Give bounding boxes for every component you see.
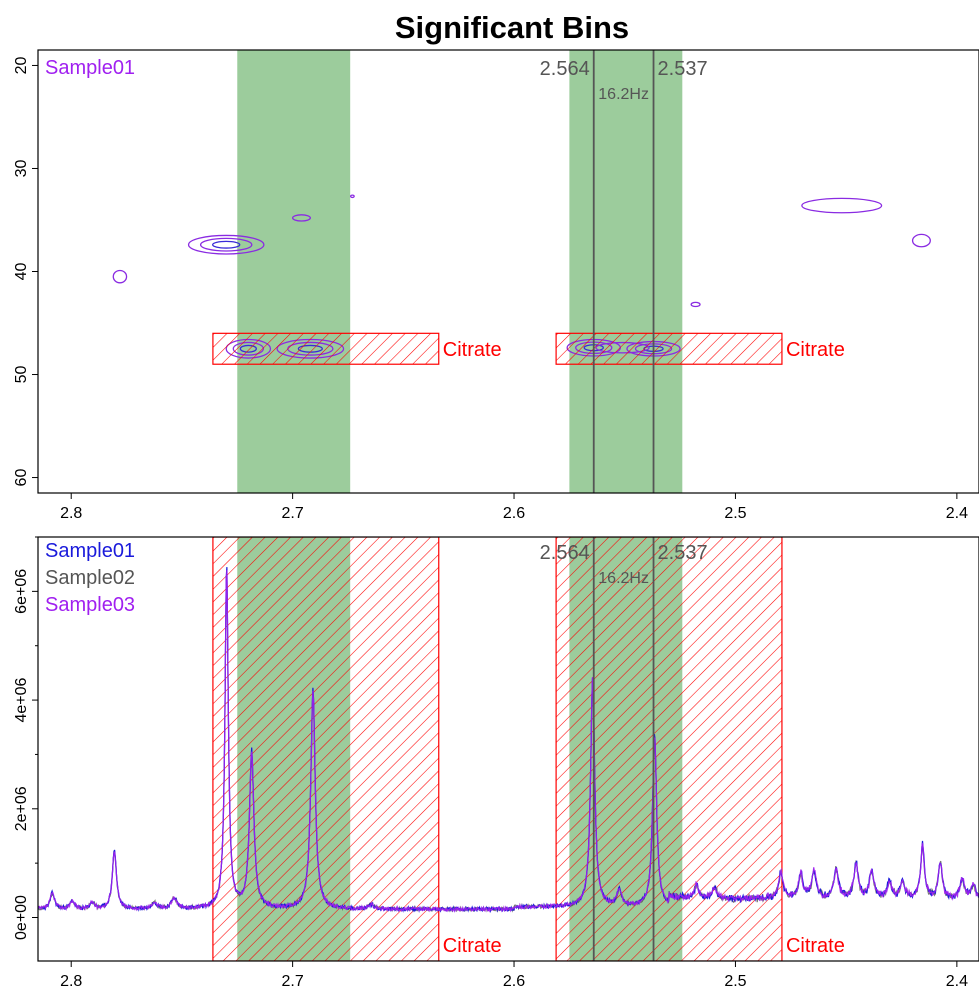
coupling-label: 16.2Hz [598, 570, 649, 587]
significant-bin [569, 50, 683, 493]
top-x-tick-label: 2.7 [281, 505, 303, 522]
series-line-sample02 [38, 578, 979, 913]
top-y-tick-label: 50 [13, 366, 30, 384]
spectrum-plot-area: 2.564 2.537 16.2Hz [38, 537, 979, 961]
peak-marker-label: 2.537 [658, 542, 708, 564]
bot-y-tick-label: 0e+00 [13, 895, 30, 940]
top-x-tick-label: 2.4 [946, 505, 968, 522]
legend-entry: Sample01 [45, 540, 135, 562]
top-y-tick-label: 30 [13, 159, 30, 177]
peak-marker-label: 2.537 [658, 58, 708, 80]
contour-peak [187, 234, 265, 255]
top-y-tick-label: 40 [13, 263, 30, 281]
bot-x-tick-label: 2.7 [281, 973, 303, 990]
peak-marker-label: 2.564 [540, 58, 590, 80]
citrate-label: Citrate [443, 339, 502, 361]
contour-peak [199, 237, 253, 252]
contour-peak [911, 233, 931, 248]
legend-entry: Sample02 [45, 567, 135, 589]
contour-peak [291, 214, 311, 222]
spectrum-panel: 2.564 2.537 16.2Hz Citrate Citrate Sample01 Sa… [13, 536, 979, 990]
bot-x-tick-label: 2.4 [946, 973, 968, 990]
legend-entry: Sample03 [45, 594, 135, 616]
contour-plot-area: 2.564 2.537 16.2Hz [112, 50, 931, 493]
contour-peak [690, 301, 701, 308]
bot-y-tick-label: 6e+06 [13, 569, 30, 614]
chart-title: Significant Bins [395, 10, 629, 45]
bot-y-tick-label: 4e+06 [13, 678, 30, 723]
significant-bin [237, 50, 351, 493]
top-x-tick-label: 2.8 [60, 505, 82, 522]
bot-x-tick-label: 2.6 [503, 973, 525, 990]
panel-frame [37, 49, 979, 494]
contour-peak [112, 269, 128, 284]
citrate-label: Citrate [786, 935, 845, 957]
coupling-label: 16.2Hz [598, 86, 649, 103]
top-y-tick-label: 20 [13, 56, 30, 74]
contour-peak [349, 194, 355, 199]
top-x-tick-label: 2.6 [503, 505, 525, 522]
series-line-sample03 [38, 570, 979, 913]
bot-y-tick-label: 2e+06 [13, 786, 30, 831]
panel-frame [37, 536, 979, 962]
bot-x-tick-label: 2.5 [724, 973, 746, 990]
series-line-sample01 [38, 567, 979, 914]
contour-peak [801, 197, 883, 214]
citrate-region [212, 332, 440, 365]
citrate-label: Citrate [443, 935, 502, 957]
top-y-tick-label: 60 [13, 469, 30, 487]
citrate-label: Citrate [786, 339, 845, 361]
top-x-tick-label: 2.5 [724, 505, 746, 522]
legend-entry: Sample01 [45, 57, 135, 79]
citrate-region [212, 537, 440, 961]
bot-x-tick-label: 2.8 [60, 973, 82, 990]
peak-marker-label: 2.564 [540, 542, 590, 564]
citrate-region [555, 332, 783, 365]
contour-peak [211, 240, 241, 249]
